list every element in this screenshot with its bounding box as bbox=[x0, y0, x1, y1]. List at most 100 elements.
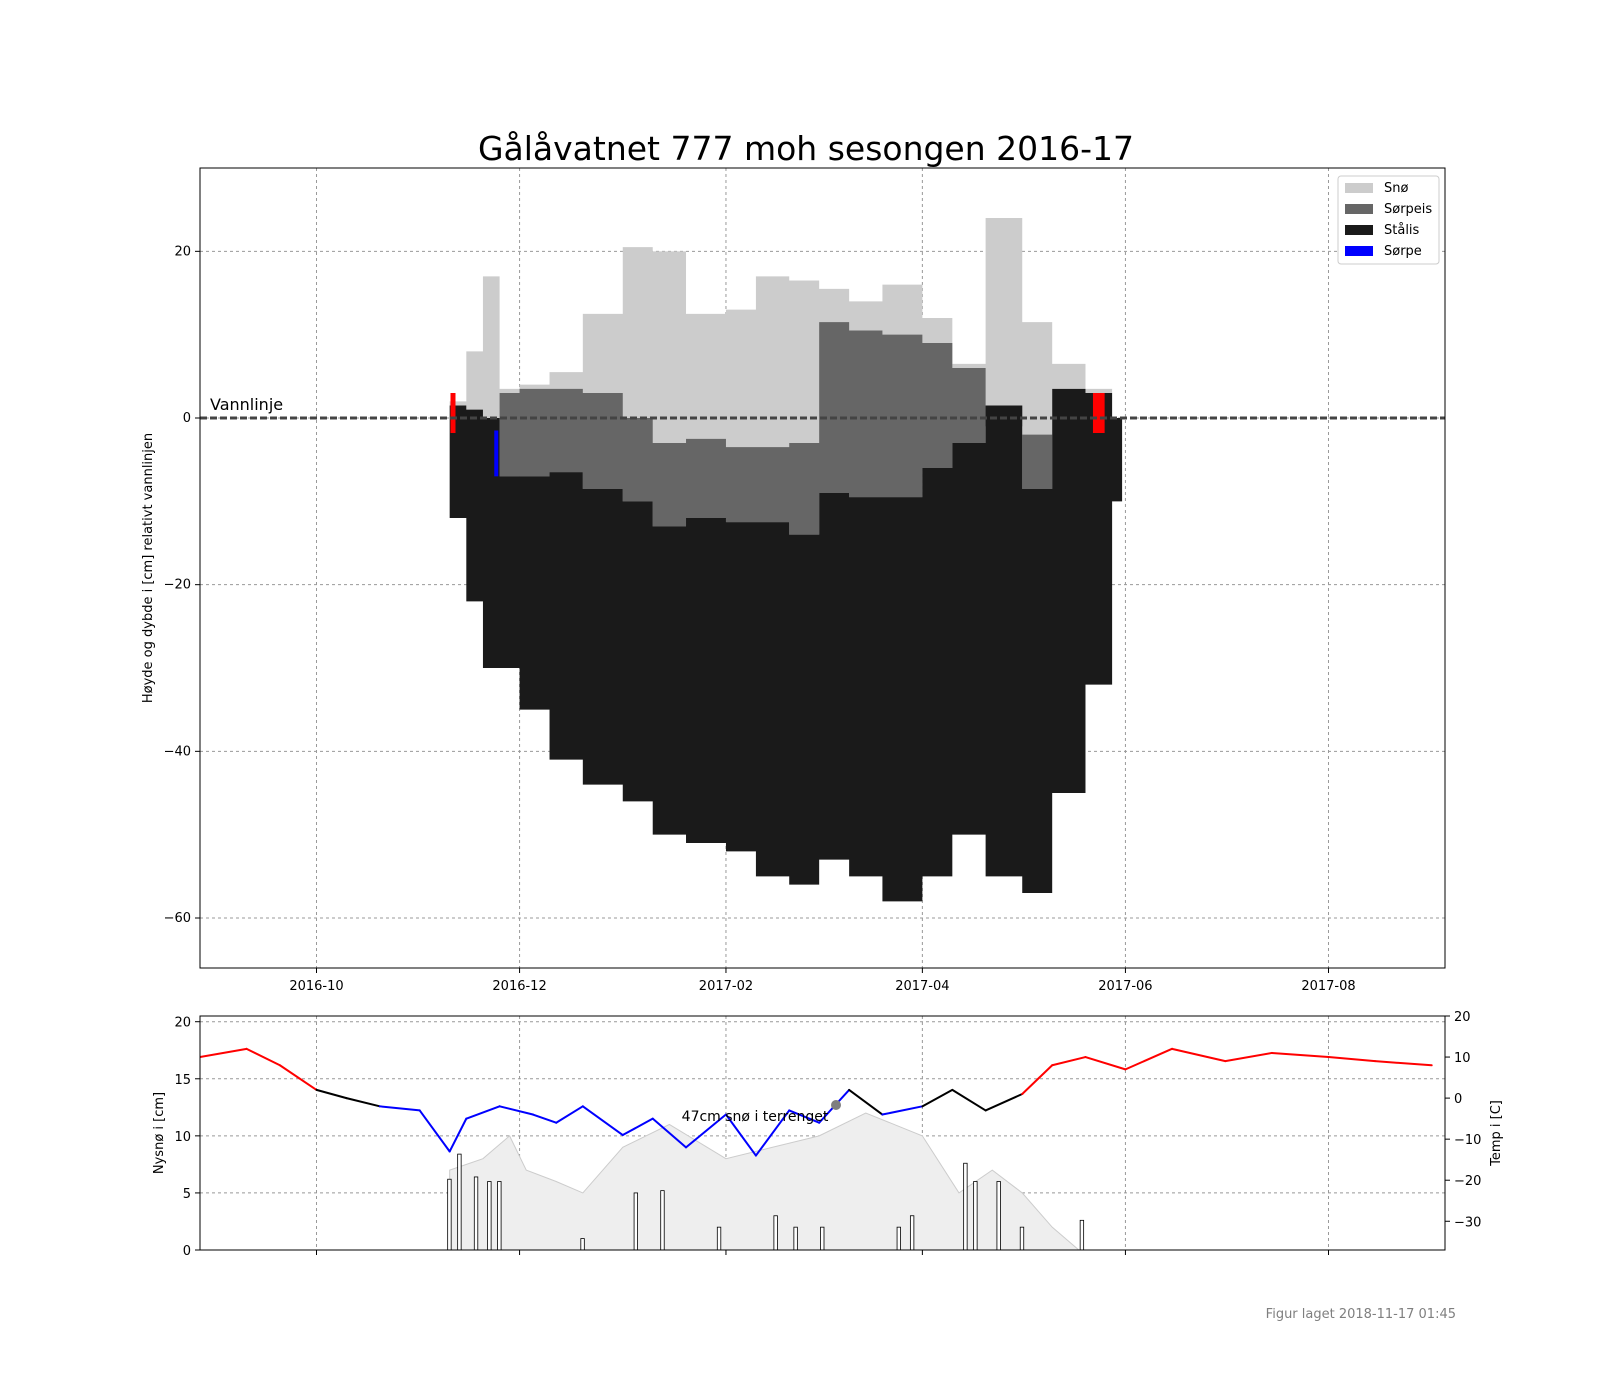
newsnow-y-tick-label: 20 bbox=[174, 1016, 191, 1031]
legend-swatch-stalis bbox=[1345, 225, 1373, 235]
temperature-line-segment bbox=[685, 1113, 727, 1149]
ice-x-tick-label: 2016-12 bbox=[492, 979, 546, 994]
ice-y-tick-label: 0 bbox=[183, 411, 191, 426]
temp-y-tick-label: −30 bbox=[1454, 1215, 1481, 1230]
newsnow-bar bbox=[793, 1226, 798, 1250]
snow-on-ground-area bbox=[449, 1112, 1080, 1250]
ice-events bbox=[450, 393, 1105, 433]
temperature-line-segment bbox=[245, 1047, 281, 1067]
temperature-line-segment bbox=[378, 1105, 421, 1112]
newsnow-bar bbox=[963, 1162, 968, 1250]
weather-ticks: 20 15 10 5 0 20 10 0 −10 −20 −30 bbox=[174, 1010, 1481, 1259]
newsnow-bar bbox=[487, 1181, 492, 1250]
temperature-line-segment bbox=[1270, 1051, 1330, 1059]
newsnow-bar bbox=[633, 1192, 638, 1250]
series-sorpeis bbox=[449, 322, 1123, 535]
temperature-line-segment bbox=[951, 1088, 987, 1112]
newsnow-y-axis-label: Nysnø i [cm] bbox=[152, 1092, 167, 1174]
weather-panel: 20 15 10 5 0 20 10 0 −10 −20 −30 Nysnø i [cm] Temp… bbox=[152, 1010, 1504, 1259]
temperature-line-segment bbox=[621, 1117, 654, 1137]
ice-event-marker bbox=[1092, 393, 1098, 433]
chart-title: Gålåvatnet 777 moh sesongen 2016-17 bbox=[478, 129, 1134, 168]
ice-y-tick-label: −20 bbox=[164, 578, 191, 593]
newsnow-bar bbox=[1079, 1219, 1085, 1250]
ice-y-tick-label: −40 bbox=[164, 744, 191, 759]
temp-y-axis-label: Temp i [C] bbox=[1489, 1100, 1504, 1167]
newsnow-y-tick-label: 5 bbox=[183, 1187, 191, 1202]
temperature-line-segment bbox=[531, 1113, 558, 1124]
legend-label-stalis: Stålis bbox=[1384, 223, 1420, 238]
ice-x-tick-label: 2017-04 bbox=[895, 979, 949, 994]
newsnow-bar bbox=[996, 1181, 1001, 1250]
temperature-line-segment bbox=[1374, 1060, 1433, 1067]
temperature-line-segment bbox=[555, 1105, 584, 1124]
temp-y-tick-label: −20 bbox=[1454, 1174, 1481, 1189]
temperature-line-segment bbox=[788, 1109, 821, 1124]
newsnow-bar bbox=[497, 1181, 502, 1250]
temperature-line-segment bbox=[1021, 1064, 1054, 1095]
temperature-line-segment bbox=[498, 1105, 534, 1116]
ice-x-tick-label: 2016-10 bbox=[289, 979, 343, 994]
temperature-line-segment bbox=[1327, 1056, 1377, 1063]
ice-x-tick-label: 2017-06 bbox=[1098, 979, 1152, 994]
temperature-line-segment bbox=[724, 1113, 757, 1157]
temperature-line-segment bbox=[921, 1088, 954, 1108]
temperature-line-segment bbox=[448, 1117, 468, 1153]
newsnow-bar bbox=[580, 1238, 585, 1250]
weather-series bbox=[200, 1047, 1433, 1250]
ice-event-marker bbox=[450, 393, 456, 433]
temperature-line-segment bbox=[315, 1088, 348, 1100]
ice-event-marker bbox=[1099, 393, 1105, 433]
temp-y-tick-label: 10 bbox=[1454, 1051, 1471, 1066]
ice-y-tick-label: 20 bbox=[174, 244, 191, 259]
newsnow-bar bbox=[447, 1178, 452, 1250]
legend-swatch-sno bbox=[1345, 183, 1373, 193]
ice-x-tick-label: 2017-02 bbox=[699, 979, 753, 994]
temperature-line-segment bbox=[418, 1109, 451, 1153]
temperature-line-segment bbox=[848, 1088, 884, 1116]
legend-box bbox=[1337, 175, 1440, 265]
newsnow-bar bbox=[820, 1226, 825, 1250]
ice-profile-panel: Vannlinje 2016-10 2016-12 2017-02 2017-04 20… bbox=[141, 167, 1446, 994]
temperature-line-segment bbox=[1224, 1051, 1273, 1063]
newsnow-bar bbox=[660, 1190, 665, 1250]
temperature-line-segment bbox=[1124, 1047, 1174, 1071]
temperature-line-segment bbox=[1051, 1056, 1087, 1067]
temperature-line-segment bbox=[278, 1064, 318, 1091]
ice-series bbox=[449, 218, 1123, 902]
ice-ticks: 2016-10 2016-12 2017-02 2017-04 2017-06 2017-… bbox=[164, 244, 1356, 994]
newsnow-bar bbox=[773, 1215, 778, 1250]
temperature-line-segment bbox=[651, 1117, 688, 1149]
temperature-line-segment bbox=[200, 1047, 248, 1059]
temperature-line-segment bbox=[1171, 1047, 1227, 1063]
snow-on-ground-marker bbox=[831, 1100, 841, 1110]
temperature-line-segment bbox=[581, 1105, 624, 1137]
figure-timestamp: Figur laget 2018-11-17 01:45 bbox=[1266, 1307, 1456, 1322]
newsnow-bar bbox=[457, 1153, 462, 1250]
temp-y-tick-label: 20 bbox=[1454, 1010, 1471, 1025]
temp-y-tick-label: −10 bbox=[1454, 1133, 1481, 1148]
ice-event-marker bbox=[1096, 393, 1102, 433]
ice-y-tick-label: −60 bbox=[164, 911, 191, 926]
series-stalis bbox=[449, 388, 1123, 902]
ice-x-tick-label: 2017-08 bbox=[1301, 979, 1355, 994]
legend-label-sorpeis: Sørpeis bbox=[1384, 202, 1432, 217]
newsnow-bar bbox=[716, 1226, 722, 1250]
temperature-line-segment bbox=[465, 1105, 501, 1120]
newsnow-bar bbox=[473, 1176, 479, 1250]
temperature-line-segment bbox=[881, 1105, 924, 1116]
newsnow-bar bbox=[909, 1215, 915, 1250]
temperature-line-segment bbox=[754, 1109, 791, 1157]
temperature-line-segment bbox=[1084, 1056, 1127, 1071]
newsnow-bar bbox=[1019, 1226, 1025, 1250]
newsnow-bar bbox=[896, 1226, 901, 1250]
temperature-line-segment bbox=[984, 1093, 1024, 1112]
newsnow-y-tick-label: 15 bbox=[174, 1073, 191, 1088]
legend: Snø Sørpeis Stålis Sørpe bbox=[1337, 175, 1440, 265]
legend-swatch-sorpe bbox=[1345, 246, 1373, 256]
ice-y-axis-label: Høyde og dybde i [cm] relativt vannlinje… bbox=[141, 433, 156, 703]
snow-on-ground-annotation: 47cm snø i terrenget bbox=[682, 1109, 829, 1125]
legend-swatch-sorpeis bbox=[1345, 204, 1373, 214]
weather-axes-frame bbox=[199, 1015, 1446, 1251]
